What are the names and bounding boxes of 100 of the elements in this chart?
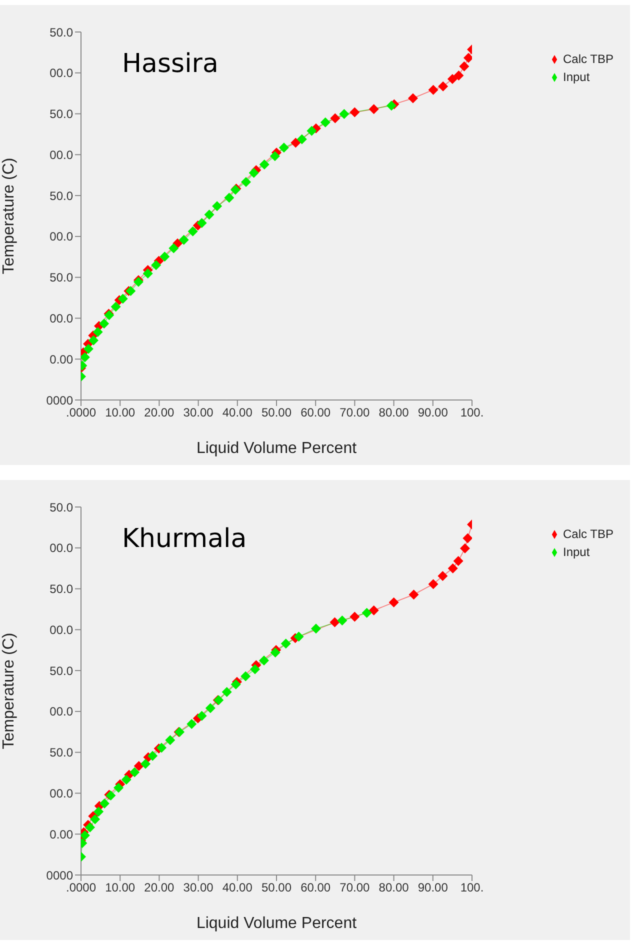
point	[99, 318, 110, 329]
x-axis-title: Liquid Volume Percent	[196, 440, 358, 457]
point	[310, 624, 321, 634]
point	[428, 579, 438, 590]
text: 0.00	[50, 352, 74, 366]
text: 00.0	[50, 311, 74, 326]
point	[280, 638, 291, 649]
point	[368, 104, 379, 114]
point	[428, 84, 438, 95]
point	[463, 52, 472, 63]
point	[462, 533, 472, 544]
x-tick-label: 70.00	[340, 406, 370, 420]
point	[270, 647, 280, 658]
x-tick-label: 10.00	[105, 880, 136, 895]
point	[196, 218, 207, 228]
point	[320, 117, 330, 128]
point	[151, 260, 162, 270]
point	[205, 703, 216, 714]
y-axis-title: Temperature (C)	[0, 632, 18, 750]
point	[212, 201, 222, 212]
point	[350, 107, 360, 118]
point	[459, 61, 470, 72]
x-tick-label: 40.00	[222, 406, 253, 420]
point	[94, 806, 104, 817]
x-tick-label: 60.00	[300, 880, 331, 895]
point	[386, 100, 396, 111]
text: 50.0	[50, 500, 74, 514]
point	[460, 543, 470, 554]
point	[278, 142, 289, 153]
point	[99, 798, 110, 809]
y-axis-title: Temperature (C)	[0, 158, 18, 274]
legend-label: Input	[563, 70, 590, 84]
point	[156, 742, 167, 753]
point	[306, 126, 317, 136]
x-tick-label: 40.00	[222, 880, 253, 895]
legend-label: Calc TBP	[563, 52, 614, 66]
x-tick-label: 70.00	[340, 880, 370, 895]
point	[258, 656, 269, 666]
point	[241, 177, 251, 188]
x-tick-label: 80.00	[378, 880, 410, 895]
point	[114, 782, 124, 793]
point	[248, 168, 259, 178]
x-tick-label: 80.00	[378, 406, 410, 420]
point	[142, 268, 153, 278]
point	[160, 252, 170, 262]
point	[454, 70, 464, 80]
point	[330, 617, 340, 628]
point	[83, 344, 94, 354]
point	[178, 234, 189, 245]
point	[250, 664, 260, 674]
x-tick-label: 50.00	[261, 880, 292, 895]
point	[388, 597, 399, 608]
point	[165, 735, 176, 746]
x-tick-label: 100.	[460, 880, 484, 895]
text: 0000	[46, 868, 74, 882]
x-tick-label: 100.	[460, 406, 484, 420]
x-axis-title: Liquid Volume Percent	[196, 915, 358, 932]
point	[81, 352, 90, 362]
x-tick-label: 60.00	[300, 406, 331, 420]
point	[438, 81, 448, 92]
text: 00.0	[50, 622, 74, 637]
point	[88, 335, 99, 346]
point	[204, 210, 214, 220]
text: 50.0	[50, 107, 74, 122]
x-tick-label: 90.00	[418, 406, 448, 420]
x-tick-label: 10.00	[105, 406, 136, 420]
point	[408, 93, 418, 104]
text: 50.0	[50, 664, 74, 678]
point	[294, 632, 304, 642]
point	[408, 590, 419, 600]
chart-title: Hassira	[122, 49, 218, 79]
text: 0.00	[50, 827, 74, 842]
point	[140, 758, 151, 769]
point	[121, 774, 132, 785]
point	[270, 151, 280, 162]
point	[362, 608, 372, 618]
point	[118, 294, 128, 304]
text: 0000	[46, 393, 74, 408]
x-tick-label: 20.00	[144, 880, 175, 895]
text: 00.0	[50, 541, 74, 556]
point	[448, 563, 458, 574]
text: 50.0	[50, 270, 74, 285]
text: 00.0	[50, 786, 74, 800]
text: 50.0	[50, 582, 74, 596]
point	[337, 616, 348, 626]
point	[339, 109, 350, 120]
x-tick-label: .0000	[66, 406, 96, 420]
point	[92, 327, 103, 338]
legend-label: Calc TBP	[563, 527, 614, 541]
text: 00.0	[50, 148, 74, 162]
point	[438, 571, 448, 582]
point	[290, 138, 301, 148]
point	[296, 134, 307, 144]
point	[110, 302, 121, 312]
x-tick-label: 50.00	[261, 406, 292, 420]
text: 00.0	[50, 704, 74, 719]
point	[168, 243, 179, 254]
point	[447, 74, 458, 84]
point	[148, 750, 158, 761]
text: 50.0	[50, 25, 74, 40]
